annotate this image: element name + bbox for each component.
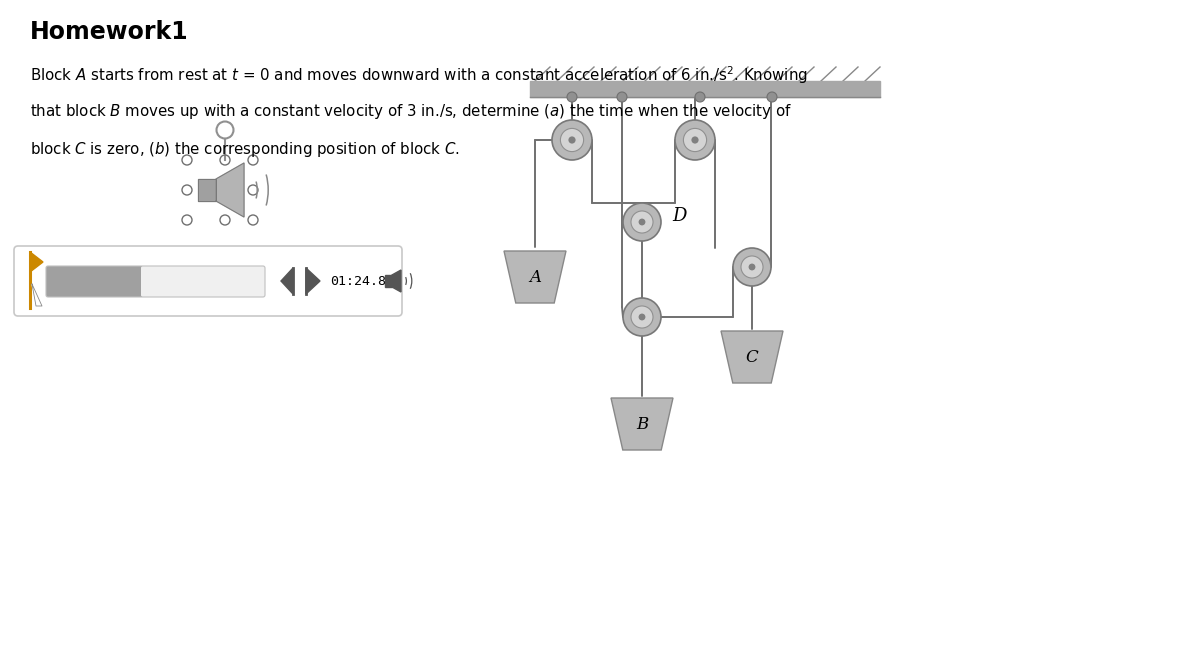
Circle shape <box>560 128 583 152</box>
Text: B: B <box>636 416 648 432</box>
Circle shape <box>638 314 646 320</box>
Circle shape <box>740 256 763 278</box>
Text: A: A <box>529 269 541 285</box>
Polygon shape <box>530 81 880 97</box>
FancyBboxPatch shape <box>46 266 145 297</box>
Text: that block $\mathit{B}$ moves up with a constant velocity of 3 in./s, determine : that block $\mathit{B}$ moves up with a … <box>30 102 792 121</box>
Polygon shape <box>216 163 244 217</box>
Polygon shape <box>30 252 43 272</box>
Circle shape <box>623 203 661 241</box>
Polygon shape <box>306 268 320 294</box>
Circle shape <box>623 298 661 336</box>
Circle shape <box>691 136 698 144</box>
Polygon shape <box>385 275 392 287</box>
Text: Block $\mathit{A}$ starts from rest at $\mathit{t}$ = 0 and moves downward with : Block $\mathit{A}$ starts from rest at $… <box>30 64 808 85</box>
Polygon shape <box>198 179 216 201</box>
Circle shape <box>617 92 628 102</box>
Polygon shape <box>611 398 673 450</box>
Circle shape <box>733 248 772 286</box>
Circle shape <box>568 92 577 102</box>
Circle shape <box>684 128 707 152</box>
Circle shape <box>552 120 592 160</box>
Circle shape <box>631 211 653 233</box>
Circle shape <box>767 92 778 102</box>
Circle shape <box>631 306 653 328</box>
Polygon shape <box>32 284 42 306</box>
Polygon shape <box>504 251 566 303</box>
Text: D: D <box>672 207 686 225</box>
Polygon shape <box>392 270 401 292</box>
Text: Homework1: Homework1 <box>30 20 188 44</box>
Text: block $\mathit{C}$ is zero, ($\mathit{b}$) the corresponding position of block $: block $\mathit{C}$ is zero, ($\mathit{b}… <box>30 140 460 159</box>
Text: 01:24.89: 01:24.89 <box>330 275 394 287</box>
Circle shape <box>749 263 756 270</box>
FancyBboxPatch shape <box>14 246 402 316</box>
Circle shape <box>638 218 646 226</box>
Circle shape <box>674 120 715 160</box>
Polygon shape <box>281 268 293 294</box>
Circle shape <box>695 92 706 102</box>
FancyBboxPatch shape <box>142 266 265 297</box>
Polygon shape <box>721 331 782 383</box>
Circle shape <box>569 136 576 144</box>
Text: C: C <box>745 348 758 365</box>
